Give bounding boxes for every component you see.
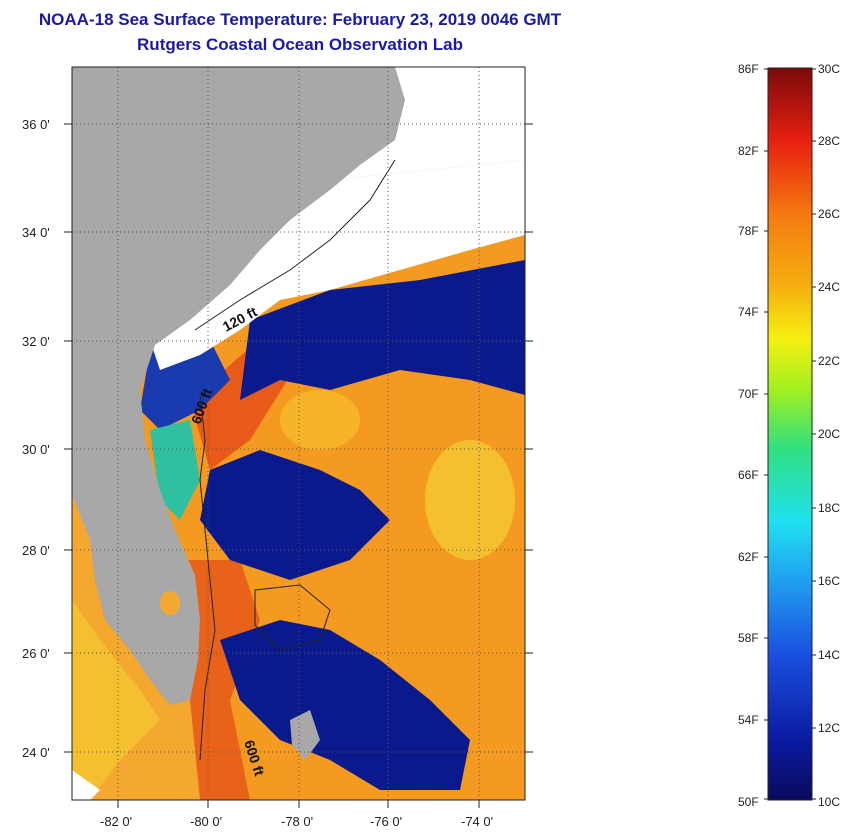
colorbar-f-label: 70F — [738, 387, 759, 401]
map-subtitle: Rutgers Coastal Ocean Observation Lab — [137, 35, 463, 54]
colorbar-c-label: 16C — [818, 574, 840, 588]
colorbar-ticks — [764, 68, 816, 800]
colorbar-c-label: 26C — [818, 207, 840, 221]
colorbar-c-label: 18C — [818, 501, 840, 515]
lon-label: -74 0' — [461, 814, 493, 829]
lat-label: 32 0' — [22, 334, 50, 349]
contour-120ft — [194, 159, 396, 331]
colorbar-f-label: 62F — [738, 550, 759, 564]
lon-label: -82 0' — [100, 814, 132, 829]
gulf-warm-water — [72, 600, 160, 800]
colorbar — [767, 67, 813, 801]
colorbar-c-label: 12C — [818, 721, 840, 735]
colorbar-f-label: 50F — [738, 795, 759, 809]
lon-label: -80 0' — [190, 814, 222, 829]
cloud-cover — [150, 160, 525, 370]
lat-label: 36 0' — [22, 117, 50, 132]
map-title: NOAA-18 Sea Surface Temperature: Februar… — [38, 10, 562, 29]
lake-okeechobee — [160, 591, 180, 615]
lat-label: 34 0' — [22, 225, 50, 240]
warm-eddy — [425, 440, 515, 560]
coastal-cool-water — [150, 420, 200, 520]
warm-patch — [280, 390, 360, 450]
colorbar-f-label: 78F — [738, 224, 759, 238]
colorbar-f-label: 66F — [738, 468, 759, 482]
bahamas-andros-island — [290, 710, 320, 760]
cold-patch-bahamas — [220, 620, 470, 790]
colorbar-f-label: 82F — [738, 144, 759, 158]
colorbar-c-label: 14C — [818, 648, 840, 662]
axis-ticks — [64, 123, 533, 808]
lat-label: 30 0' — [22, 442, 50, 457]
colorbar-f-label: 74F — [738, 305, 759, 319]
lat-label: 24 0' — [22, 745, 50, 760]
colorbar-c-label: 24C — [818, 280, 840, 294]
colorbar-c-label: 10C — [818, 795, 840, 809]
colorbar-c-label: 20C — [818, 427, 840, 441]
colorbar-f-label: 58F — [738, 631, 759, 645]
colorbar-c-label: 22C — [818, 354, 840, 368]
colorbar-f-label: 86F — [738, 62, 759, 76]
lat-label: 26 0' — [22, 646, 50, 661]
cold-patch-north — [240, 260, 525, 400]
colorbar-c-label: 28C — [818, 134, 840, 148]
map-panel[interactable] — [72, 67, 525, 800]
cold-patch-center — [200, 450, 390, 580]
map-corner-fill — [72, 770, 100, 800]
land-southeast-us — [72, 67, 405, 705]
colorbar-c-label: 30C — [818, 62, 840, 76]
colorbar-f-label: 54F — [738, 713, 759, 727]
lon-label: -78 0' — [281, 814, 313, 829]
contour-bahamas — [254, 584, 331, 651]
lat-label: 28 0' — [22, 543, 50, 558]
lon-label: -76 0' — [370, 814, 402, 829]
